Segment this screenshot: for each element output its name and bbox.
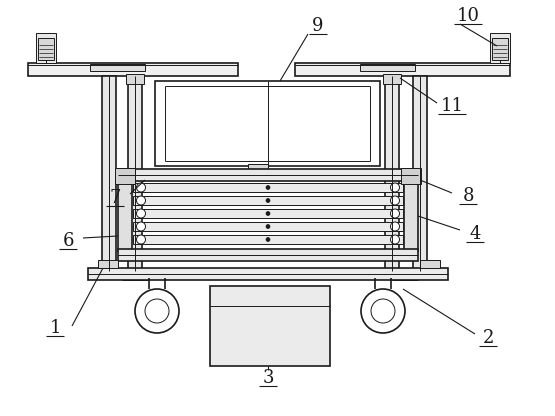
Text: 10: 10 [457, 7, 480, 25]
Circle shape [266, 238, 270, 242]
Text: 3: 3 [263, 369, 274, 387]
Circle shape [391, 235, 400, 244]
Bar [36, 33, 56, 63]
Bar [295, 63, 510, 76]
Bar [133, 196, 403, 205]
Bar [210, 286, 330, 366]
Circle shape [266, 186, 270, 190]
Bar [133, 222, 403, 231]
Circle shape [145, 299, 169, 323]
Bar [133, 235, 403, 244]
Circle shape [391, 209, 400, 218]
Circle shape [266, 211, 270, 215]
Bar [385, 76, 399, 271]
Text: 4: 4 [470, 225, 481, 243]
Bar [248, 164, 268, 170]
Text: 11: 11 [441, 97, 463, 115]
Circle shape [137, 196, 145, 205]
Circle shape [266, 198, 270, 203]
Text: 8: 8 [462, 187, 474, 205]
Circle shape [371, 299, 395, 323]
Bar [118, 169, 132, 251]
Bar [413, 76, 427, 271]
Bar [118, 169, 418, 181]
Text: 2: 2 [482, 329, 494, 347]
Bar [128, 76, 142, 271]
Text: 1: 1 [49, 319, 60, 337]
Bar [28, 63, 238, 76]
Circle shape [137, 209, 145, 218]
Circle shape [361, 289, 405, 333]
Text: 6: 6 [62, 232, 74, 250]
Circle shape [391, 183, 400, 192]
Circle shape [135, 289, 179, 333]
Bar [88, 268, 448, 280]
Bar [133, 209, 403, 218]
Bar [401, 168, 421, 184]
Bar [115, 168, 135, 184]
Circle shape [137, 183, 145, 192]
Text: 9: 9 [312, 17, 324, 35]
Bar [98, 260, 118, 268]
Bar [383, 74, 401, 84]
Bar [38, 38, 54, 60]
Bar [102, 76, 116, 271]
Bar [155, 81, 380, 166]
Circle shape [391, 196, 400, 205]
Bar [360, 64, 415, 71]
Circle shape [266, 225, 270, 228]
Bar [126, 74, 144, 84]
Bar [420, 260, 440, 268]
Bar [492, 38, 508, 60]
Circle shape [137, 235, 145, 244]
Circle shape [391, 222, 400, 231]
Circle shape [137, 222, 145, 231]
Bar [118, 249, 418, 261]
Bar [490, 33, 510, 63]
Bar [90, 64, 145, 71]
Bar [404, 169, 418, 251]
Text: 7: 7 [109, 189, 120, 207]
Bar [133, 183, 403, 192]
